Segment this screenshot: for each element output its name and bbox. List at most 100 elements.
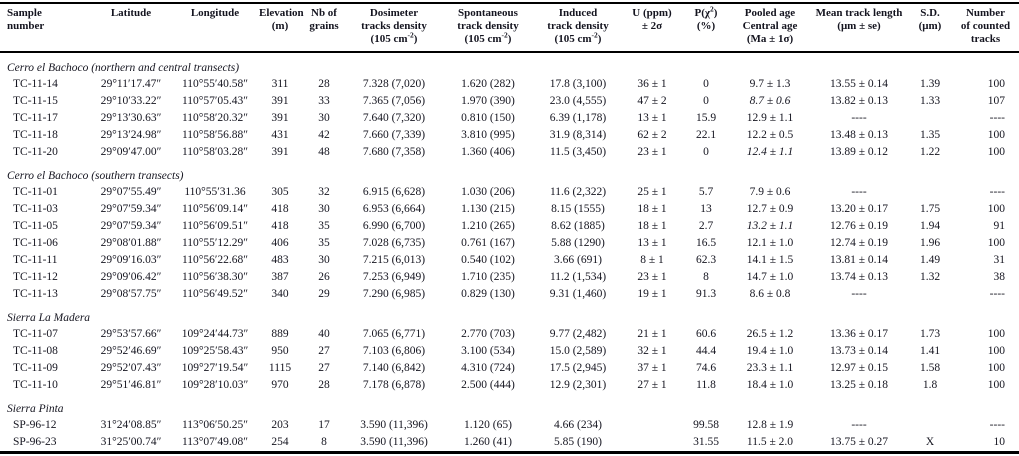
table-row: TC-11-20 29°09′47.00″ 110°58′03.28″ 391 48 7.…: [0, 144, 1019, 161]
cell-lon: 109°28′10.03″: [181, 379, 249, 391]
cell-elev: 950: [271, 345, 289, 357]
cell-age: 12.9 ± 1.1: [746, 112, 794, 124]
cell-induced: 4.66 (234): [554, 419, 602, 431]
cell-u: [622, 417, 682, 434]
cell-mtl: ----: [851, 186, 867, 198]
cell-age: 14.7 ± 1.0: [746, 271, 794, 283]
cell-elev: 406: [271, 237, 289, 249]
cell-sample: TC-11-18: [13, 129, 58, 141]
cell-lat: 29°11′17.47″: [100, 78, 162, 90]
cell-mtl: ----: [851, 419, 867, 431]
cell-p: 0: [703, 146, 709, 158]
cell-lat: 29°53′57.66″: [100, 328, 162, 340]
cell-mtl: 13.20 ± 0.17: [829, 203, 889, 215]
section-title: Sierra La Madera: [7, 312, 91, 324]
cell-mtl: 13.89 ± 0.12: [829, 146, 889, 158]
cell-age: 18.4 ± 1.0: [746, 379, 794, 391]
cell-mtl: ----: [851, 112, 867, 124]
cell-p: 16.5: [695, 237, 717, 249]
cell-elev: 311: [271, 78, 289, 90]
column-header-age: Pooled age Central age (Ma ± 1σ): [730, 3, 810, 53]
cell-spontaneous: 1.210 (265): [461, 220, 515, 232]
cell-elev: 418: [271, 203, 289, 215]
section-title-row: Sierra La Madera: [0, 303, 1019, 326]
cell-age: 8.6 ± 0.8: [749, 288, 791, 300]
cell-dosimeter: 6.915 (6,628): [362, 186, 426, 198]
cell-sd: 1.32: [919, 271, 941, 283]
cell-age: 9.7 ± 1.3: [749, 78, 791, 90]
cell-spontaneous: 1.710 (235): [461, 271, 515, 283]
cell-sample: SP-96-12: [13, 419, 57, 431]
cell-mtl: 12.97 ± 0.15: [829, 362, 889, 374]
cell-elev: 431: [271, 129, 289, 141]
cell-dosimeter: 7.365 (7,056): [362, 95, 426, 107]
cell-lat: 31°24′08.85″: [100, 419, 162, 431]
cell-induced: 15.0 (2,589): [549, 345, 607, 357]
cell-elev: 340: [271, 288, 289, 300]
cell-lon: 109°24′44.73″: [181, 328, 249, 340]
cell-grains: 27: [318, 362, 330, 374]
cell-lat: 29°09′16.03″: [100, 254, 162, 266]
table-row: SP-96-12 31°24′08.85″ 113°06′50.25″ 203 17 3.…: [0, 417, 1019, 434]
cell-sd: 1.22: [919, 146, 941, 158]
cell-induced: 5.88 (1290): [551, 237, 605, 249]
cell-lon: 110°57′05.43″: [181, 95, 249, 107]
table-row: TC-11-05 29°07′59.34″ 110°56′09.51″ 418 35 6.…: [0, 218, 1019, 235]
cell-p: 62.3: [695, 254, 717, 266]
cell-lat: 29°08′57.75″: [100, 288, 162, 300]
cell-sample: TC-11-12: [13, 271, 58, 283]
cell-sample: TC-11-08: [13, 345, 58, 357]
cell-p: 91.3: [695, 288, 717, 300]
cell-sample: TC-11-01: [13, 186, 58, 198]
cell-grains: 42: [318, 129, 330, 141]
section-title: Cerro el Bachoco (southern transects): [7, 170, 184, 182]
cell-lat: 29°13′30.63″: [100, 112, 162, 124]
cell-sample: TC-11-20: [13, 146, 58, 158]
cell-sample: TC-11-13: [13, 288, 58, 300]
cell-spontaneous: 0.540 (102): [461, 254, 515, 266]
cell-grains: 33: [318, 95, 330, 107]
cell-lat: 29°09′47.00″: [100, 146, 162, 158]
cell-sd: 1.8: [922, 379, 938, 391]
table-row: TC-11-11 29°09′16.03″ 110°56′22.68″ 483 30 7.…: [0, 252, 1019, 269]
cell-age: 23.3 ± 1.1: [746, 362, 794, 374]
cell-spontaneous: 1.130 (215): [461, 203, 515, 215]
cell-grains: 17: [318, 419, 330, 431]
cell-grains: 29: [318, 288, 330, 300]
cell-spontaneous: 0.829 (130): [461, 288, 515, 300]
cell-induced: 9.77 (2,482): [549, 328, 607, 340]
cell-lon: 110°58′20.32″: [181, 112, 249, 124]
column-header-lat: Latitude: [90, 3, 172, 53]
cell-lon: 113°06′50.25″: [181, 419, 249, 431]
cell-sample: TC-11-15: [13, 95, 58, 107]
cell-induced: 11.2 (1,534): [549, 271, 607, 283]
cell-sd: 1.33: [919, 95, 941, 107]
table-row: SP-96-23 31°25′00.74″ 113°07′49.08″ 254 8 3.5…: [0, 434, 1019, 453]
cell-age: 7.9 ± 0.6: [749, 186, 791, 198]
cell-age: 12.1 ± 1.0: [746, 237, 794, 249]
cell-grains: 26: [318, 271, 330, 283]
table-row: TC-11-06 29°08′01.88″ 110°55′12.29″ 406 35 7.…: [0, 235, 1019, 252]
cell-dosimeter: 7.215 (6,013): [362, 254, 426, 266]
cell-sd: [908, 417, 952, 434]
cell-sample: TC-11-09: [13, 362, 58, 374]
table-row: TC-11-08 29°52′46.69″ 109°25′58.43″ 950 27 7.…: [0, 343, 1019, 360]
cell-u: 13 ± 1: [637, 112, 667, 124]
cell-mtl: 13.48 ± 0.13: [829, 129, 889, 141]
cell-n: 100: [987, 328, 1005, 340]
cell-p: 22.1: [695, 129, 717, 141]
cell-mtl: 13.73 ± 0.14: [829, 345, 889, 357]
cell-spontaneous: 3.810 (995): [461, 129, 515, 141]
cell-lat: 29°52′07.43″: [100, 362, 162, 374]
cell-dosimeter: 7.178 (6,878): [362, 379, 426, 391]
cell-sd: 1.35: [919, 129, 941, 141]
cell-sample: SP-96-23: [13, 436, 57, 448]
cell-grains: 35: [318, 220, 330, 232]
cell-induced: 8.15 (1555): [551, 203, 605, 215]
cell-u: 19 ± 1: [637, 288, 667, 300]
table-row: TC-11-18 29°13′24.98″ 110°58′56.88″ 431 42 7.…: [0, 127, 1019, 144]
cell-spontaneous: 1.620 (282): [461, 78, 515, 90]
cell-lon: 110°56′09.51″: [181, 220, 249, 232]
cell-u: 32 ± 1: [637, 345, 667, 357]
section-title-row: Sierra Pinta: [0, 394, 1019, 417]
